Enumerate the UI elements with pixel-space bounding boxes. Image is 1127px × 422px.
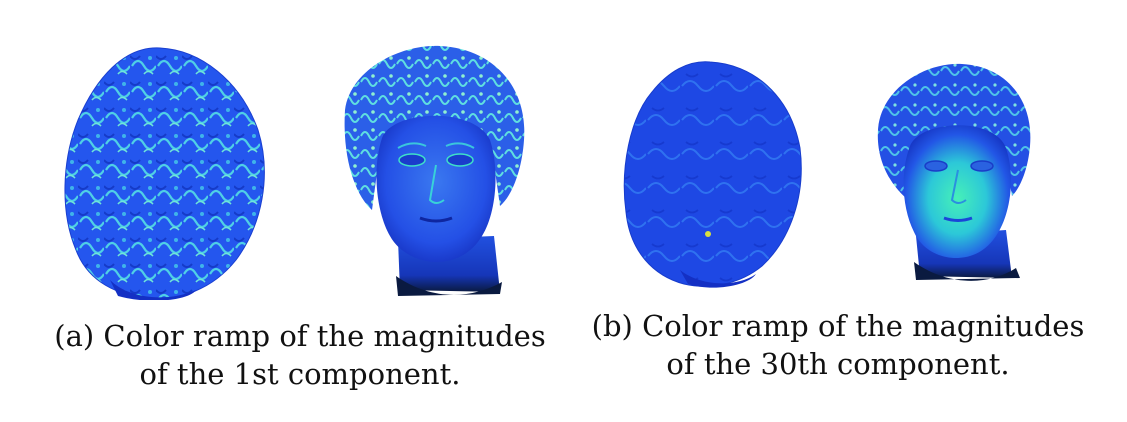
caption-a-line2: of the 1st component. [30, 355, 570, 393]
caption-b-line2: of the 30th component. [568, 345, 1108, 383]
caption-a: (a) Color ramp of the magnitudes of the … [30, 317, 570, 393]
render-b-back-of-head [624, 62, 801, 288]
render-a-back-of-head [65, 48, 264, 300]
figure-renders [0, 0, 1127, 300]
caption-a-line1: (a) Color ramp of the magnitudes [30, 317, 570, 355]
render-b-front-face [878, 64, 1031, 281]
caption-b-line1: (b) Color ramp of the magnitudes [568, 307, 1108, 345]
caption-b: (b) Color ramp of the magnitudes of the … [568, 307, 1108, 383]
render-a-front-face [345, 46, 525, 296]
